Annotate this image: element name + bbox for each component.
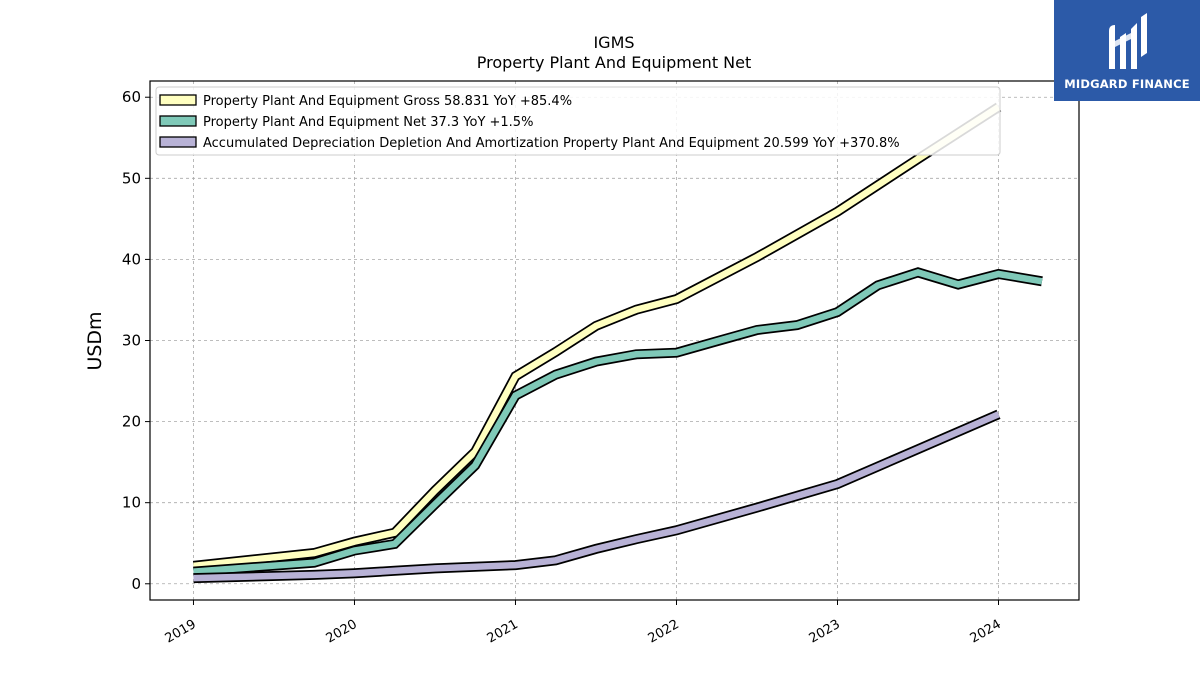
y-tick-label: 0 — [131, 575, 141, 593]
chart-subtitle: Property Plant And Equipment Net — [477, 53, 752, 72]
brand-logo: MIDGARD FINANCE — [1054, 0, 1200, 101]
legend-entry-net: Property Plant And Equipment Net 37.3 Yo… — [203, 115, 533, 130]
x-tick-label: 2023 — [807, 617, 843, 647]
series-line-0 — [194, 107, 999, 566]
chart: 0 10 20 30 40 50 60 2019 2020 2021 2022 2023 2024 I… — [0, 0, 1200, 675]
x-tick-label: 2019 — [163, 617, 199, 647]
x-tick-label: 2021 — [485, 617, 521, 647]
legend-swatch-gross — [160, 95, 196, 105]
chart-title: IGMS — [593, 33, 634, 52]
legend-swatch-depreciation — [160, 137, 196, 147]
series-outline — [194, 107, 999, 566]
y-axis-label: USDm — [84, 311, 106, 370]
y-tick-label: 40 — [122, 250, 141, 268]
series-layer — [194, 107, 1043, 578]
x-tick-label: 2020 — [324, 617, 360, 647]
x-tick-label: 2024 — [968, 617, 1004, 647]
legend: Property Plant And Equipment Gross 58.83… — [156, 87, 1000, 155]
y-tick-label: 20 — [122, 413, 141, 431]
y-tick-label: 60 — [122, 88, 141, 106]
legend-entry-depreciation: Accumulated Depreciation Depletion And A… — [203, 136, 900, 151]
legend-entry-gross: Property Plant And Equipment Gross 58.83… — [203, 94, 572, 109]
series-stroke — [194, 107, 999, 566]
y-tick-label: 30 — [122, 332, 141, 350]
y-axis: 0 10 20 30 40 50 60 — [122, 88, 150, 593]
legend-swatch-net — [160, 116, 196, 126]
y-tick-label: 50 — [122, 169, 141, 187]
midgard-logo-icon — [1103, 11, 1151, 73]
y-tick-label: 10 — [122, 494, 141, 512]
brand-name: MIDGARD FINANCE — [1064, 77, 1190, 91]
x-tick-label: 2022 — [646, 617, 682, 647]
grid — [150, 81, 1079, 600]
x-axis: 2019 2020 2021 2022 2023 2024 — [163, 600, 1004, 646]
